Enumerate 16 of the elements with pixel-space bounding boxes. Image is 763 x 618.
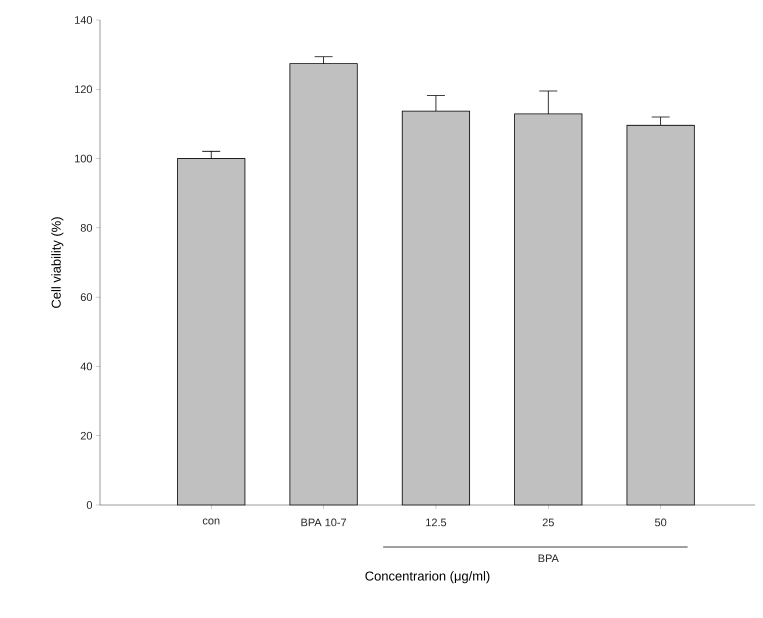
y-tick-label: 40	[80, 362, 92, 370]
y-axis-title: Cell viability (%)	[51, 217, 64, 308]
y-tick-label: 60	[80, 293, 92, 302]
x-tick-label: 50	[654, 518, 666, 526]
x-axis-title: Concentrarion (μg/ml)	[365, 571, 490, 584]
y-tick-label: 100	[75, 154, 92, 162]
y-tick-label: 20	[80, 432, 92, 440]
y-tick-label: 80	[80, 224, 92, 232]
y-tick-label: 140	[75, 16, 92, 24]
x-tick-label: 25	[542, 518, 554, 526]
y-tick-label: 0	[86, 501, 92, 509]
y-tick-label: 120	[75, 85, 92, 94]
text: BPA	[538, 554, 559, 562]
x-tick-label: BPA 10-7	[301, 518, 346, 526]
x-tick-label: con	[202, 518, 220, 525]
x-tick-label: 12.5	[426, 518, 446, 526]
